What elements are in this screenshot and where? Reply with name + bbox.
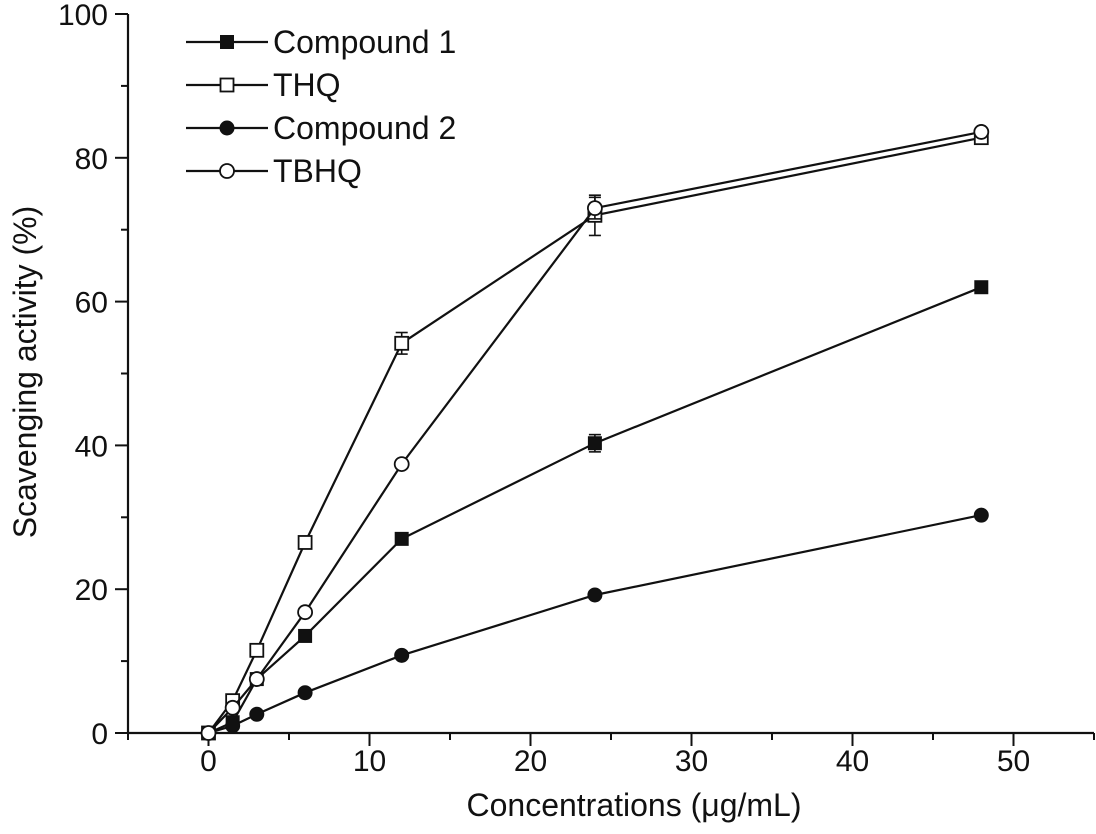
marker-open-circle — [248, 671, 265, 687]
legend-label: THQ — [273, 67, 341, 103]
marker-filled-circle — [249, 706, 265, 722]
legend-label: Compound 1 — [273, 24, 456, 60]
series-layer — [200, 124, 990, 741]
marker-open-circle — [587, 200, 603, 217]
x-tick-label: 20 — [514, 745, 547, 778]
legend-entry: THQ — [186, 67, 341, 103]
marker-filled-circle — [219, 120, 235, 136]
series-line — [208, 286, 982, 735]
y-axis-label: Scavenging activity (%) — [7, 206, 43, 539]
marker-filled-circle — [225, 718, 241, 734]
x-axis-label: Concentrations (μg/mL) — [466, 787, 801, 823]
marker-filled-square — [394, 531, 409, 546]
marker-open-circle — [224, 699, 241, 716]
marker-open-circle — [200, 725, 217, 741]
y-tick-label: 60 — [75, 287, 108, 320]
marker-open-circle — [393, 456, 410, 472]
marker-filled-circle — [973, 507, 989, 523]
x-tick-label: 40 — [836, 745, 869, 778]
y-tick-label: 20 — [75, 574, 108, 607]
legend-label: Compound 2 — [273, 110, 456, 146]
legend-label: TBHQ — [273, 153, 362, 189]
y-tick-label: 80 — [75, 143, 108, 176]
marker-open-circle — [973, 124, 990, 140]
series-compound-2 — [201, 507, 989, 741]
marker-filled-square — [298, 628, 313, 643]
marker-open-square — [394, 335, 410, 351]
legend-entry: TBHQ — [186, 153, 362, 189]
marker-open-square — [249, 642, 265, 658]
x-tick-label: 50 — [997, 745, 1030, 778]
axes: 0 10 20 30 40 50 0 20 40 60 80 100 — [58, 0, 1095, 778]
marker-filled-circle — [394, 647, 410, 663]
marker-open-square — [219, 77, 235, 93]
y-tick-label: 40 — [75, 430, 108, 463]
series-line — [208, 514, 982, 735]
legend-entry: Compound 2 — [186, 110, 456, 146]
x-tick-label: 10 — [353, 745, 386, 778]
marker-open-circle — [297, 604, 314, 621]
marker-filled-square — [587, 436, 602, 451]
marker-filled-square — [220, 35, 234, 49]
marker-filled-circle — [587, 587, 603, 603]
marker-open-circle — [219, 163, 235, 179]
marker-open-square — [297, 535, 313, 550]
marker-filled-square — [974, 280, 989, 295]
legend-entry: Compound 1 — [186, 24, 456, 60]
y-tick-label: 100 — [58, 0, 108, 32]
x-tick-label: 0 — [200, 745, 217, 778]
y-tick-label: 0 — [91, 718, 108, 751]
marker-filled-circle — [297, 685, 313, 701]
series-tbhq — [200, 124, 990, 741]
x-tick-label: 30 — [675, 745, 708, 778]
legend: Compound 1 THQ Compound 2 TBHQ — [186, 24, 456, 189]
